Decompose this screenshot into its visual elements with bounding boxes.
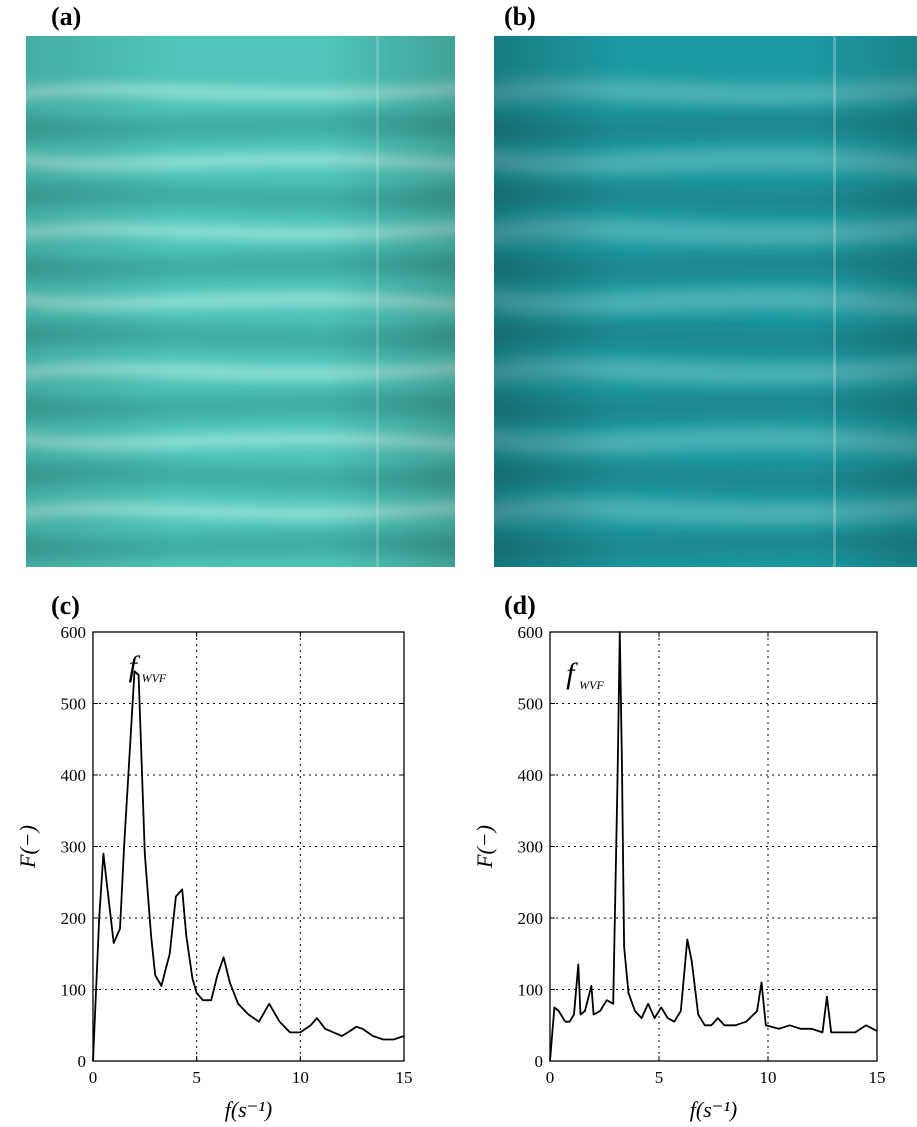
panel-label-d: (d) xyxy=(504,591,536,620)
y-tick-label: 200 xyxy=(61,909,87,928)
photo-a-image xyxy=(26,36,455,567)
y-tick-label: 200 xyxy=(518,909,544,928)
y-tick-label: 500 xyxy=(61,695,87,714)
x-tick-label: 15 xyxy=(869,1068,886,1087)
y-tick-label: 400 xyxy=(61,766,87,785)
annotation-f: f xyxy=(566,657,578,690)
series-line-d-0 xyxy=(549,631,878,1062)
y-tick-label: 300 xyxy=(518,838,544,857)
y-tick-label: 0 xyxy=(78,1052,87,1071)
chart-d: 0 5 10 15 0 100 200 300 400 500 600 f(s⁻¹) F(−) f WVF xyxy=(472,623,886,1122)
x-axis-label: f(s⁻¹) xyxy=(690,1097,738,1122)
panel-label-b: (b) xyxy=(504,2,536,31)
x-tick-label: 0 xyxy=(546,1068,555,1087)
panel-label-a: (a) xyxy=(51,2,82,31)
y-tick-label: 500 xyxy=(518,695,544,714)
y-tick-label: 400 xyxy=(518,766,544,785)
photo-a xyxy=(26,36,455,567)
annotation-wvf-subscript: WVF xyxy=(579,678,604,692)
y-tick-label: 0 xyxy=(535,1052,544,1071)
x-tick-label: 10 xyxy=(292,1068,309,1087)
photo-b xyxy=(494,36,917,567)
x-tick-label: 5 xyxy=(192,1068,201,1087)
x-tick-label: 10 xyxy=(760,1068,777,1087)
y-tick-label: 100 xyxy=(518,981,544,1000)
x-axis-label: f(s⁻¹) xyxy=(225,1097,273,1122)
y-tick-label: 100 xyxy=(61,981,87,1000)
y-axis-label: F(−) xyxy=(472,825,497,869)
y-tick-label: 600 xyxy=(518,623,544,642)
annotation-wvf-subscript: WVF xyxy=(142,671,167,685)
x-tick-label: 5 xyxy=(655,1068,664,1087)
y-tick-label: 300 xyxy=(61,838,87,857)
panel-label-c: (c) xyxy=(51,591,80,620)
x-tick-label: 0 xyxy=(89,1068,98,1087)
photo-b-image xyxy=(494,36,917,567)
x-tick-label: 15 xyxy=(396,1068,413,1087)
series-line-c-0 xyxy=(92,670,405,1062)
y-tick-label: 600 xyxy=(61,623,87,642)
y-axis-label: F(−) xyxy=(15,825,40,869)
